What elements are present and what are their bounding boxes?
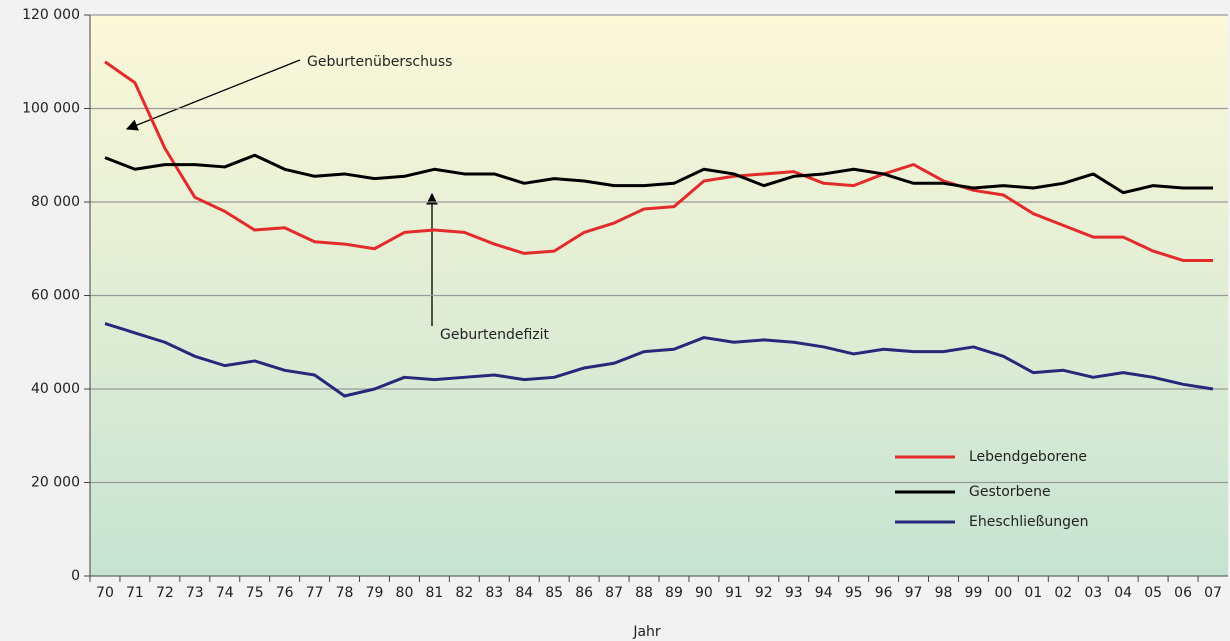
x-tick-label: 77: [306, 585, 324, 601]
y-tick-label: 20 000: [31, 475, 80, 491]
series-line: [104, 60, 1214, 262]
y-tick-label: 60 000: [31, 288, 80, 304]
x-tick-label: 04: [1114, 585, 1132, 601]
legend-label: Eheschließungen: [969, 514, 1089, 530]
x-tick-label: 92: [755, 585, 773, 601]
x-tick-label: 70: [96, 585, 114, 601]
x-tick-label: 84: [515, 585, 533, 601]
legend-label: Lebendgeborene: [969, 449, 1087, 465]
x-tick-label: 83: [485, 585, 503, 601]
x-tick-label: 96: [875, 585, 893, 601]
x-tick-label: 97: [905, 585, 923, 601]
x-tick-label: 06: [1174, 585, 1192, 601]
annotation: Geburtendefizit: [440, 327, 550, 343]
x-tick-label: 80: [396, 585, 414, 601]
legend-label: Gestorbene: [969, 484, 1051, 500]
y-tick-label: 120 000: [22, 7, 80, 23]
y-tick-label: 0: [71, 568, 80, 584]
annotation-arrow: [125, 59, 301, 131]
x-tick-label: 73: [186, 585, 204, 601]
x-tick-label: 71: [126, 585, 144, 601]
x-tick-label: 82: [455, 585, 473, 601]
x-tick-label: 99: [965, 585, 983, 601]
x-tick-label: 75: [246, 585, 264, 601]
x-tick-label: 94: [815, 585, 833, 601]
x-tick-label: 95: [845, 585, 863, 601]
x-tick-label: 03: [1084, 585, 1102, 601]
x-tick-label: 81: [425, 585, 443, 601]
x-tick-label: 79: [366, 585, 384, 601]
series-line: [104, 322, 1214, 398]
x-tick-label: 01: [1024, 585, 1042, 601]
x-tick-label: 98: [935, 585, 953, 601]
x-tick-label: 88: [635, 585, 653, 601]
y-tick-label: 40 000: [31, 381, 80, 397]
x-tick-label: 74: [216, 585, 234, 601]
annotation: Geburtenüberschuss: [307, 54, 452, 70]
x-tick-label: 89: [665, 585, 683, 601]
y-tick-label: 80 000: [31, 194, 80, 210]
x-tick-label: 76: [276, 585, 294, 601]
x-tick-label: 72: [156, 585, 174, 601]
x-tick-label: 86: [575, 585, 593, 601]
x-tick-label: 05: [1144, 585, 1162, 601]
x-tick-label: 91: [725, 585, 743, 601]
x-tick-label: 87: [605, 585, 623, 601]
y-tick-label: 100 000: [22, 101, 80, 117]
x-tick-label: 00: [994, 585, 1012, 601]
x-tick-label: 02: [1054, 585, 1072, 601]
x-tick-label: 93: [785, 585, 803, 601]
x-tick-label: 07: [1204, 585, 1222, 601]
x-tick-label: 78: [336, 585, 354, 601]
x-tick-label: 85: [545, 585, 563, 601]
x-tick-label: 90: [695, 585, 713, 601]
series-line: [104, 153, 1214, 195]
x-axis-label: Jahr: [632, 624, 661, 640]
